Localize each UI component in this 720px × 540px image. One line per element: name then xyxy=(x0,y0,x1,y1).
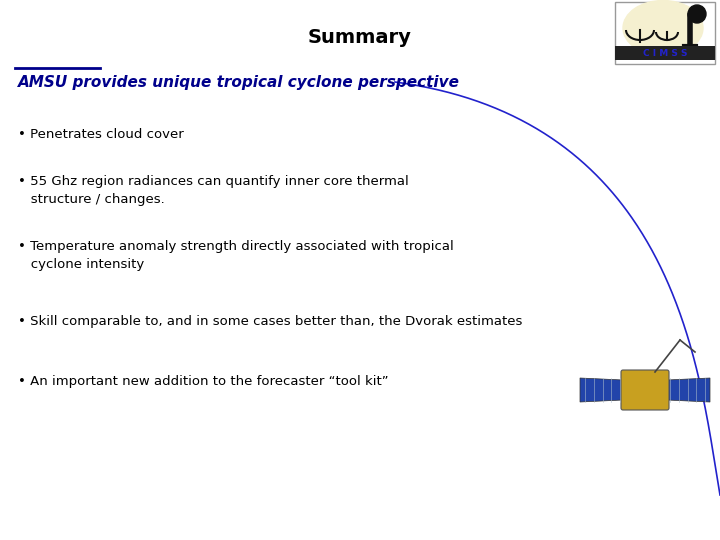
Text: • 55 Ghz region radiances can quantify inner core thermal
   structure / changes: • 55 Ghz region radiances can quantify i… xyxy=(18,175,409,206)
Text: Summary: Summary xyxy=(308,28,412,47)
Text: AMSU provides unique tropical cyclone perspective: AMSU provides unique tropical cyclone pe… xyxy=(18,75,460,90)
Text: • Temperature anomaly strength directly associated with tropical
   cyclone inte: • Temperature anomaly strength directly … xyxy=(18,240,454,271)
Text: C I M S S: C I M S S xyxy=(643,49,688,57)
Polygon shape xyxy=(667,378,710,402)
Bar xyxy=(615,46,715,60)
Text: • An important new addition to the forecaster “tool kit”: • An important new addition to the forec… xyxy=(18,375,389,388)
Polygon shape xyxy=(580,378,623,402)
FancyBboxPatch shape xyxy=(621,370,669,410)
Circle shape xyxy=(688,5,706,23)
Ellipse shape xyxy=(623,1,703,56)
Bar xyxy=(615,2,715,64)
Text: • Skill comparable to, and in some cases better than, the Dvorak estimates: • Skill comparable to, and in some cases… xyxy=(18,315,523,328)
Text: • Penetrates cloud cover: • Penetrates cloud cover xyxy=(18,128,184,141)
